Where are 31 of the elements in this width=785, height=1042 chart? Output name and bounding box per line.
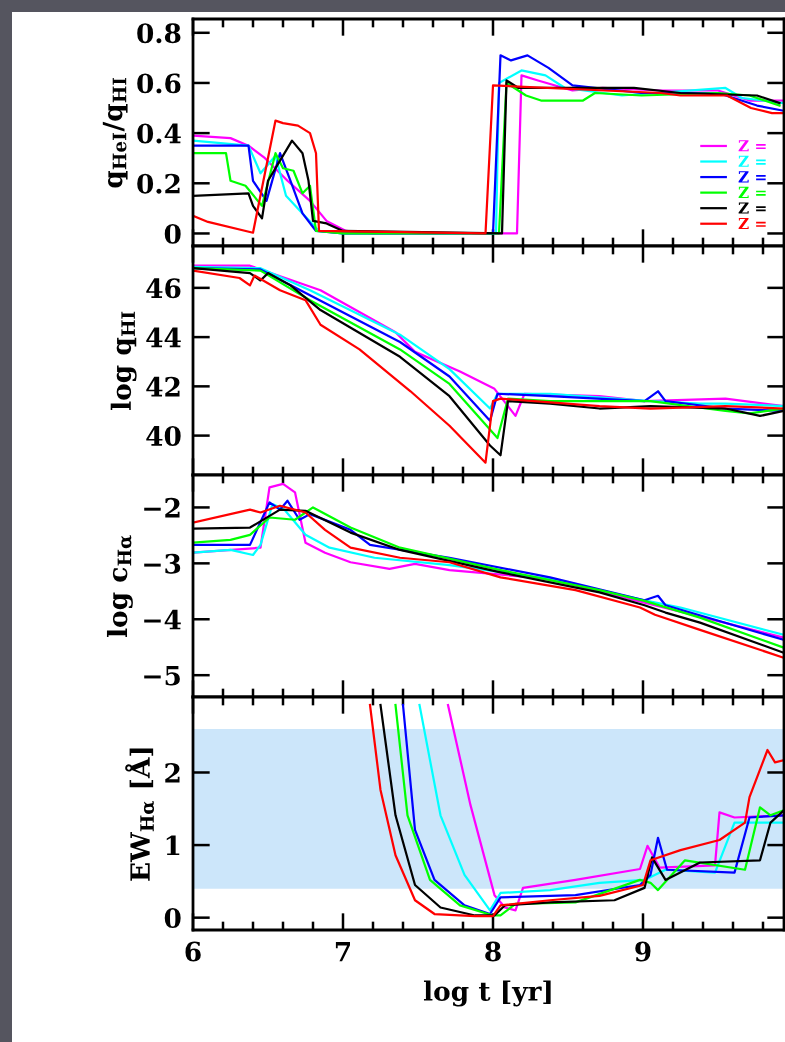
y-tick-label: 1 xyxy=(166,835,180,856)
x-tick-label: 8 xyxy=(485,941,501,962)
y-tick-label: 44 xyxy=(146,327,181,348)
y-axis-title: EW$_{Hα}$ [Å] xyxy=(125,748,155,881)
legend-label: Z = xyxy=(738,140,766,152)
legend-label: Z = xyxy=(738,155,766,167)
y-tick-label: 0 xyxy=(164,223,181,244)
y-tick-label: 0.2 xyxy=(137,173,180,194)
y-tick-label: 0 xyxy=(164,908,181,929)
x-tick-label: 7 xyxy=(335,941,350,962)
x-tick-label: 6 xyxy=(185,941,201,962)
y-tick-label: 2 xyxy=(165,762,180,783)
x-tick-label: 9 xyxy=(635,941,651,962)
y-tick-label: 0.4 xyxy=(137,123,181,144)
y-tick-label: −2 xyxy=(144,497,180,518)
y-tick-label: −5 xyxy=(144,665,180,686)
legend-label: Z = xyxy=(738,171,766,183)
y-tick-label: 46 xyxy=(146,278,181,299)
legend-label: Z = xyxy=(738,217,766,230)
y-axis-title: log q$_{HI}$ xyxy=(110,311,137,410)
legend-label: Z = xyxy=(738,202,766,214)
y-tick-label: 0.6 xyxy=(137,73,181,94)
legend-label: Z = xyxy=(738,186,766,198)
y-axis-title: q$_{HeI}$/q$_{HI}$ xyxy=(102,77,128,188)
y-tick-label: −3 xyxy=(144,553,181,574)
y-tick-label: −4 xyxy=(144,609,181,630)
y-tick-label: 42 xyxy=(146,376,180,397)
y-tick-label: 40 xyxy=(146,426,181,446)
x-axis-title: log t [yr] xyxy=(423,980,551,1007)
y-tick-label: 0.8 xyxy=(137,23,181,44)
y-axis-title: log c$_{Hα}$ xyxy=(106,535,133,638)
